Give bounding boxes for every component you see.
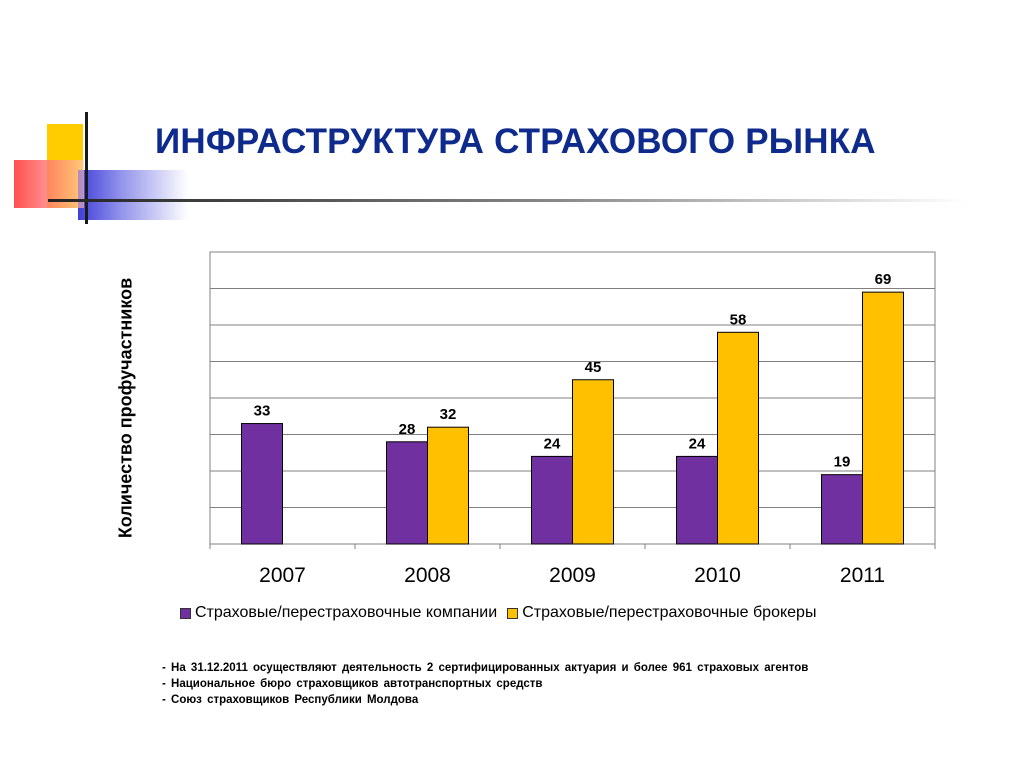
- bar-companies-2009: [531, 455, 573, 545]
- data-label-companies-2009: 24: [544, 435, 561, 452]
- data-label-companies-2011: 19: [834, 454, 851, 471]
- footnote-union: - Союз страховщиков Республики Молдова: [162, 694, 419, 706]
- bar-brokers-2009: [572, 379, 614, 545]
- bar-brokers-2011: [862, 291, 904, 545]
- legend-swatch-companies: [180, 607, 191, 619]
- slide-title: ИНФРАСТРУКТУРА СТРАХОВОГО РЫНКА: [155, 122, 876, 161]
- decor-vertical-line: [85, 112, 88, 224]
- footnote-actuaries: - На 31.12.2011 осуществляют деятельност…: [162, 662, 809, 674]
- bar-companies-2010: [676, 455, 718, 545]
- bar-companies-2007: [241, 423, 283, 545]
- data-label-companies-2010: 24: [689, 435, 706, 452]
- bar-companies-2008: [386, 441, 428, 545]
- bar-companies-2011: [821, 474, 863, 545]
- x-tick-label-2007: 2007: [259, 564, 306, 587]
- legend-item-companies: Страховые/перестраховочные компании: [180, 604, 497, 622]
- footnotes: - На 31.12.2011 осуществляют деятельност…: [162, 660, 808, 708]
- x-tick-label-2008: 2008: [404, 564, 451, 587]
- decor-horizontal-line: [48, 199, 968, 202]
- data-label-brokers-2011: 69: [875, 271, 892, 288]
- chart-legend: Страховые/перестраховочные компании Стра…: [180, 604, 826, 622]
- legend-swatch-brokers: [507, 607, 519, 619]
- legend-item-brokers: Страховые/перестраховочные брокеры: [507, 604, 816, 622]
- legend-label-companies: Страховые/перестраховочные компании: [195, 604, 498, 621]
- footnote-bureau: - Национальное бюро страховщиков автотра…: [162, 678, 543, 690]
- bar-brokers-2008: [427, 426, 469, 545]
- x-tick-label-2009: 2009: [549, 564, 596, 587]
- data-label-companies-2007: 33: [254, 403, 271, 420]
- data-label-brokers-2009: 45: [585, 359, 602, 376]
- decor-blue-square: [78, 170, 188, 220]
- legend-label-brokers: Страховые/перестраховочные брокеры: [522, 604, 817, 621]
- bar-brokers-2010: [717, 331, 759, 545]
- data-label-companies-2008: 28: [399, 421, 416, 438]
- data-label-brokers-2008: 32: [440, 406, 457, 423]
- x-tick-label-2010: 2010: [694, 564, 741, 587]
- data-label-brokers-2010: 58: [730, 311, 747, 328]
- x-tick-label-2011: 2011: [840, 564, 885, 587]
